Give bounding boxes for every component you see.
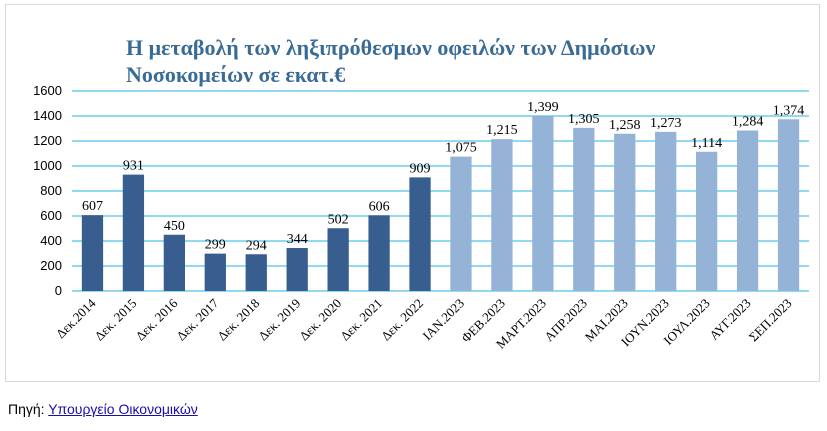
bar-value-label: 606 (369, 199, 390, 214)
chart-frame: Η μεταβολή των ληξιπρόθεσμων οφειλών των… (5, 4, 820, 382)
y-tick-label: 1200 (33, 133, 62, 148)
bar-value-label: 1,215 (486, 123, 518, 138)
bar-value-label: 1,258 (609, 118, 641, 133)
y-tick-label: 0 (55, 283, 62, 298)
y-tick-label: 1400 (33, 108, 62, 123)
x-tick-label: Δεκ. 2016 (132, 295, 180, 343)
x-tick-label: Δεκ. 2021 (337, 296, 385, 344)
bar-value-label: 1,114 (691, 136, 722, 151)
y-tick-label: 400 (40, 233, 62, 248)
chart-title-line-1: Η μεταβολή των ληξιπρόθεσμων οφειλών των… (126, 35, 655, 60)
bar (695, 151, 718, 291)
x-tick-label: Δεκ. 2019 (255, 296, 303, 344)
bar (777, 119, 800, 291)
bar-value-label: 931 (123, 159, 144, 174)
bar-value-label: 294 (246, 238, 267, 253)
bar (286, 248, 308, 291)
x-tick-label: Δεκ. 2017 (173, 295, 221, 343)
y-tick-label: 600 (40, 208, 62, 223)
bar-value-label: 299 (205, 238, 226, 253)
bar (409, 177, 431, 291)
y-tick-label: 200 (40, 258, 62, 273)
bar (245, 254, 267, 291)
bar (573, 127, 595, 291)
bar (614, 133, 636, 291)
gridlines (72, 90, 809, 292)
bar-value-label: 450 (164, 219, 185, 234)
bar (327, 228, 349, 291)
bar (163, 234, 186, 291)
source-label: Πηγή: (8, 401, 49, 417)
y-tick-label: 1600 (33, 83, 62, 98)
x-tick-label: ΣΕΠ.2023 (746, 296, 795, 345)
bar-value-label: 909 (410, 161, 431, 176)
bar-value-label: 344 (287, 232, 308, 247)
bar-value-label: 1,075 (445, 141, 477, 156)
bar (368, 215, 390, 291)
bar (122, 174, 145, 291)
bar (655, 131, 677, 291)
x-tick-label: Δεκ. 2015 (92, 296, 140, 344)
bar (736, 130, 759, 291)
x-tick-label: Δεκ. 2022 (378, 296, 426, 344)
bar-value-label: 1,284 (732, 115, 764, 130)
bar (450, 156, 472, 291)
y-axis-ticks: 0 200 400 600 800 1000 1200 1400 1600 (33, 83, 62, 298)
bar-value-label: 1,305 (568, 112, 600, 127)
bar-value-label: 502 (328, 212, 349, 227)
bars (81, 116, 800, 291)
x-tick-label: ΑΠΡ.2023 (541, 296, 590, 345)
bar-value-label: 1,374 (773, 103, 805, 118)
bar-value-label: 1,273 (650, 116, 682, 131)
data-labels: 607 931 450 299 294 344 502 606 909 1,075 1,215 1,3… (82, 100, 804, 253)
y-tick-label: 800 (40, 183, 62, 198)
x-tick-label: Δεκ. 2018 (214, 296, 262, 344)
chart-title-line-2: Νοσοκομείων σε εκατ.€ (126, 62, 345, 87)
bar (204, 253, 226, 291)
bar (532, 116, 554, 291)
bar (81, 215, 104, 291)
bar (491, 139, 513, 291)
source-line: Πηγή: Υπουργείο Οικονομικών (8, 401, 198, 417)
bar-value-label: 607 (82, 199, 103, 214)
source-link[interactable]: Υπουργείο Οικονομικών (48, 401, 198, 417)
bar-value-label: 1,399 (527, 100, 559, 115)
y-tick-label: 1000 (33, 158, 62, 173)
x-tick-label: Δεκ. 2020 (296, 296, 344, 344)
chart-svg: Η μεταβολή των ληξιπρόθεσμων οφειλών των… (33, 35, 809, 352)
